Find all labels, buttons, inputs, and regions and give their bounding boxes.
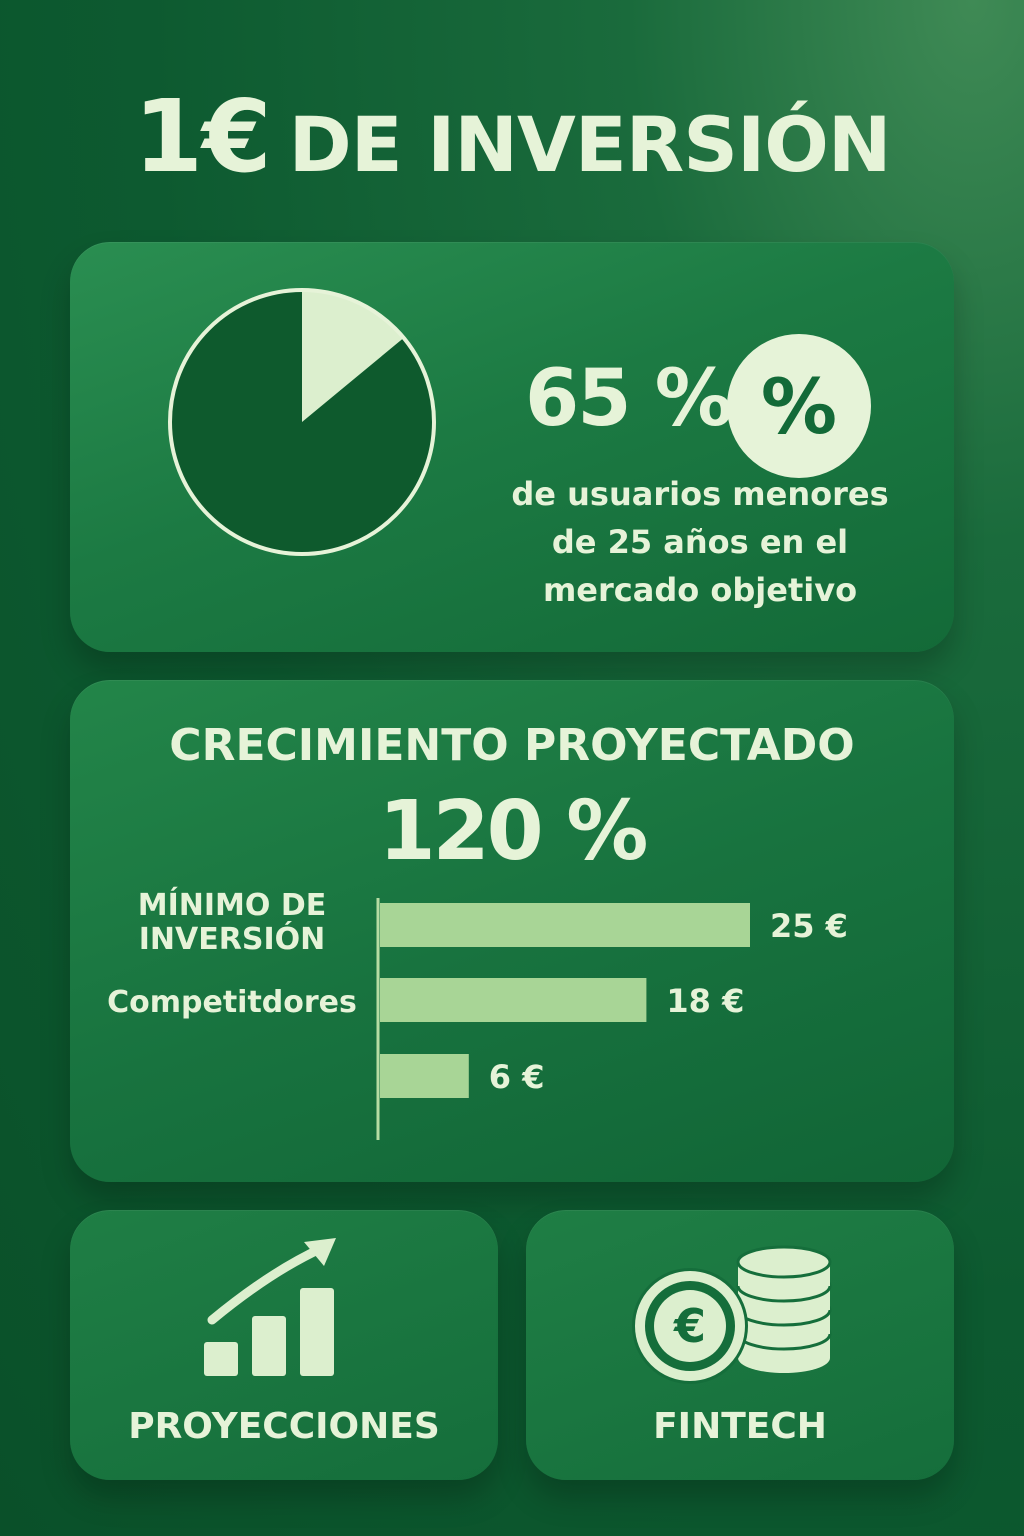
fintech-label: FINTECH <box>653 1406 827 1447</box>
stat-value: 65 % <box>525 354 733 444</box>
stat-row: 65 % % <box>525 334 905 478</box>
growth-title: CRECIMIENTO PROYECTADO <box>169 720 855 771</box>
bar-value-label: 18 € <box>666 982 744 1020</box>
euro-coins-icon: € <box>632 1238 832 1392</box>
bar <box>380 978 647 1022</box>
percent-badge-icon: % <box>727 334 871 478</box>
pie-card: 65 % % de usuarios menores de 25 años en… <box>70 242 954 652</box>
title-number: 1€ <box>133 78 272 195</box>
growth-chart-icon <box>200 1232 350 1386</box>
stat-description: de usuarios menores de 25 años en el mer… <box>511 475 889 609</box>
page-title: 1€ DE INVERSIÓN <box>0 78 1024 195</box>
projections-card[interactable]: PROYECCIONES <box>70 1210 498 1480</box>
title-text: DE INVERSIÓN <box>288 100 892 189</box>
svg-text:€: € <box>673 1299 706 1353</box>
pie-chart <box>168 288 436 556</box>
growth-value: 120 % <box>378 784 649 879</box>
pie-outline <box>168 288 436 556</box>
bar-category-label: MÍNIMO DE INVERSIÓN <box>138 887 326 957</box>
bar <box>380 903 750 947</box>
fintech-card[interactable]: € FINTECH <box>526 1210 954 1480</box>
bar-category-label: Competitdores <box>107 985 357 1020</box>
projections-label: PROYECCIONES <box>128 1406 440 1447</box>
bar-value-label: 6 € <box>489 1058 545 1096</box>
bar-chart: 25 € MÍNIMO DE INVERSIÓN 18 € Competitdores 6… <box>107 887 848 1140</box>
growth-card: CRECIMIENTO PROYECTADO 120 % 25 € MÍNIMO … <box>70 680 954 1182</box>
bar <box>380 1054 469 1098</box>
pie-slice <box>169 290 434 554</box>
bar-value-label: 25 € <box>770 907 848 945</box>
pie-slice <box>302 290 404 422</box>
